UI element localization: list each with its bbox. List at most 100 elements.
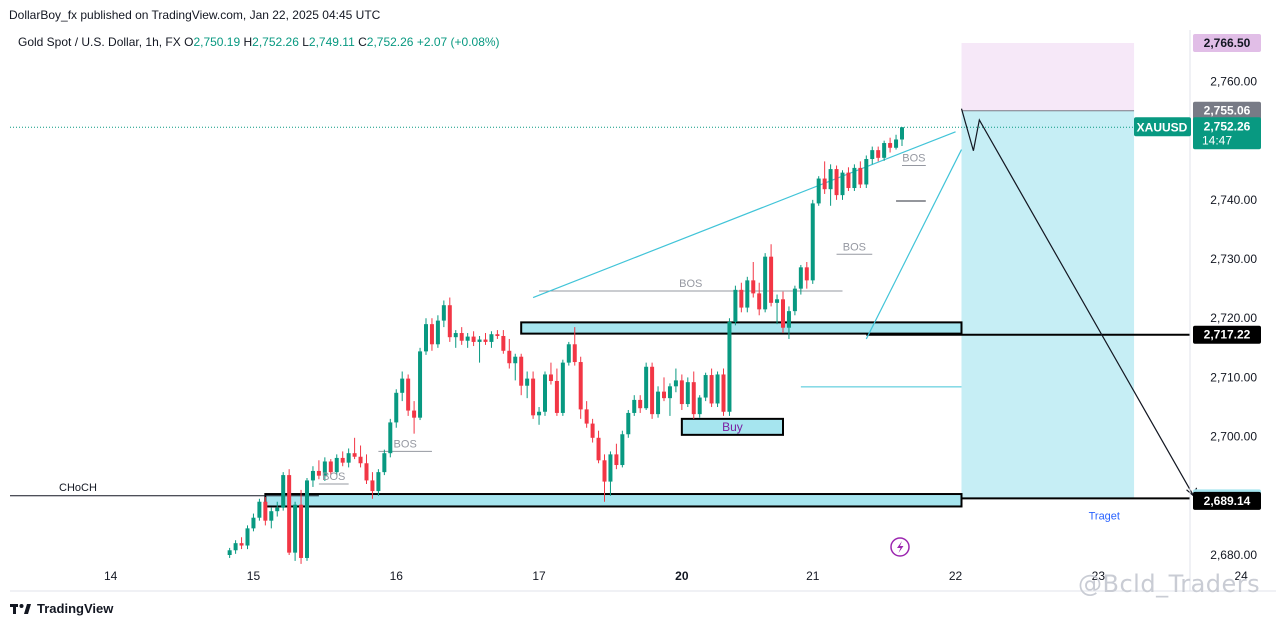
candle-body xyxy=(822,178,827,190)
candle xyxy=(394,389,399,428)
candle-body xyxy=(763,256,768,310)
candle-body xyxy=(531,378,536,416)
candle-body xyxy=(435,320,440,345)
candle-body xyxy=(525,378,530,386)
tradingview-logo[interactable]: TradingView xyxy=(10,601,113,616)
candle xyxy=(632,395,637,416)
candle xyxy=(620,430,625,468)
candle xyxy=(441,300,446,328)
candle xyxy=(406,374,411,416)
candle-body xyxy=(566,344,571,363)
candle-body xyxy=(495,334,500,336)
candle-body xyxy=(376,472,381,492)
position-tool[interactable] xyxy=(961,43,1135,499)
candle xyxy=(281,472,286,511)
x-tick-label: 22 xyxy=(949,569,963,583)
candle-body xyxy=(810,203,815,281)
candle xyxy=(400,371,405,402)
candle-body xyxy=(501,335,506,351)
candle xyxy=(834,165,839,200)
candle xyxy=(572,327,577,366)
candle-body xyxy=(483,339,488,342)
candle-body xyxy=(299,504,304,558)
candle-body xyxy=(792,288,797,312)
candle-body xyxy=(804,267,809,281)
candle-body xyxy=(537,411,542,416)
candle-body xyxy=(697,397,702,415)
candle xyxy=(346,448,351,468)
candle xyxy=(894,134,899,150)
candle xyxy=(263,496,268,526)
candle xyxy=(798,264,803,295)
candle xyxy=(370,472,375,499)
candle-body xyxy=(650,366,655,415)
candle xyxy=(792,285,797,316)
candle xyxy=(590,418,595,443)
candle xyxy=(388,418,393,458)
candle-body xyxy=(602,460,607,482)
candle xyxy=(602,454,607,502)
candle-body xyxy=(257,501,262,518)
candle-body xyxy=(572,344,577,363)
candle-body xyxy=(418,351,423,418)
candle-body xyxy=(412,410,417,418)
x-tick-label: 24 xyxy=(1234,569,1248,583)
candle xyxy=(626,409,631,438)
price-tag-bg xyxy=(1193,325,1261,344)
candle xyxy=(275,501,280,517)
lines-layer xyxy=(10,126,1190,500)
candle xyxy=(709,368,714,408)
candle-body xyxy=(364,463,369,481)
candle xyxy=(876,146,881,162)
candle-body xyxy=(900,127,904,140)
candles-layer xyxy=(227,127,904,564)
candle-body xyxy=(352,453,357,457)
choch-label: CHoCH xyxy=(59,482,97,494)
candle-body xyxy=(275,507,280,512)
lightning-icon[interactable] xyxy=(890,537,910,557)
publisher-header: DollarBoy_fx published on TradingView.co… xyxy=(9,8,381,22)
candle xyxy=(864,155,869,189)
candle xyxy=(483,333,488,345)
candle-body xyxy=(632,399,637,413)
candle-body xyxy=(233,543,238,551)
candle-body xyxy=(293,504,298,553)
candle-body xyxy=(864,159,869,185)
candle-body xyxy=(888,143,893,148)
price-tag-bg xyxy=(1193,34,1261,52)
candle-body xyxy=(400,378,405,393)
candle xyxy=(310,466,315,487)
candle xyxy=(418,347,423,421)
candle-body xyxy=(614,454,619,466)
annotations-layer: Buy CHoCH BOS BOS BOS BOS BOS Traget xyxy=(59,108,1198,523)
candle-body xyxy=(739,289,744,308)
candle-body xyxy=(626,412,631,435)
candle-body xyxy=(596,437,601,461)
candle xyxy=(513,353,518,381)
symbol-name[interactable]: Gold Spot / U.S. Dollar, 1h, FX xyxy=(18,35,181,49)
candle xyxy=(447,297,452,342)
candle-body xyxy=(662,391,666,399)
buy-zone xyxy=(680,417,784,436)
bos-label: BOS xyxy=(679,278,702,290)
candle xyxy=(560,359,565,416)
candle-body xyxy=(459,333,464,341)
candle xyxy=(900,127,904,146)
price-tag-bg xyxy=(1193,101,1261,120)
bos-label: BOS xyxy=(394,438,417,450)
candle xyxy=(322,457,327,482)
candle xyxy=(543,371,547,416)
candle xyxy=(662,377,666,402)
candle-body xyxy=(578,362,583,410)
candle xyxy=(429,318,434,351)
candle-body xyxy=(447,305,452,338)
candle xyxy=(453,330,458,348)
candle-body xyxy=(876,150,881,158)
candle-body xyxy=(590,423,595,438)
trendline xyxy=(865,149,963,340)
candle-body xyxy=(239,543,244,546)
candle xyxy=(465,333,470,348)
candle xyxy=(727,318,732,416)
